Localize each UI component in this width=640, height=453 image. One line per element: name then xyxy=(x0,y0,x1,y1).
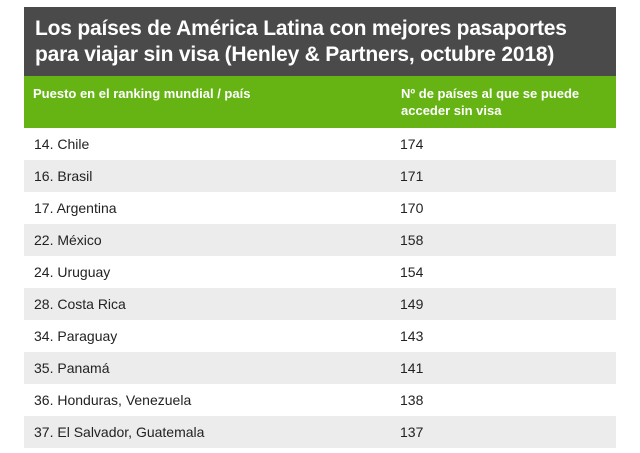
passport-ranking-table: Los países de América Latina con mejores… xyxy=(24,7,616,448)
row-value: 171 xyxy=(400,168,424,184)
header-ranking-country: Puesto en el ranking mundial / país xyxy=(33,86,251,101)
table-row: 24. Uruguay 154 xyxy=(24,256,616,288)
row-country: 35. Panamá xyxy=(34,360,110,376)
row-country: 24. Uruguay xyxy=(34,264,111,280)
row-value: 138 xyxy=(400,392,424,408)
table-row: 37. El Salvador, Guatemala 137 xyxy=(24,416,616,448)
table-row: 28. Costa Rica 149 xyxy=(24,288,616,320)
row-country: 16. Brasil xyxy=(34,168,93,184)
row-country: 17. Argentina xyxy=(34,200,117,216)
row-value: 137 xyxy=(400,424,424,440)
table-row: 22. México 158 xyxy=(24,224,616,256)
row-value: 141 xyxy=(400,360,424,376)
table-body: 14. Chile 174 16. Brasil 171 17. Argenti… xyxy=(24,128,616,448)
table-row: 35. Panamá 141 xyxy=(24,352,616,384)
row-country: 37. El Salvador, Guatemala xyxy=(34,424,205,440)
row-value: 143 xyxy=(400,328,424,344)
row-value: 149 xyxy=(400,296,424,312)
table-header: Puesto en el ranking mundial / país Nº d… xyxy=(24,76,616,128)
row-country: 28. Costa Rica xyxy=(34,296,126,312)
header-visa-free-count: Nº de países al que se puede acceder sin… xyxy=(401,86,580,118)
row-country: 34. Paraguay xyxy=(34,328,118,344)
row-value: 170 xyxy=(400,200,424,216)
table-title: Los países de América Latina con mejores… xyxy=(24,7,616,76)
row-value: 174 xyxy=(400,136,424,152)
table-title-line-2: para viajar sin visa (Henley & Partners,… xyxy=(35,43,555,66)
row-country: 22. México xyxy=(34,232,102,248)
table-row: 14. Chile 174 xyxy=(24,128,616,160)
table-row: 36. Honduras, Venezuela 138 xyxy=(24,384,616,416)
table-title-line-1: Los países de América Latina con mejores… xyxy=(35,17,567,40)
row-value: 154 xyxy=(400,264,424,280)
table-row: 17. Argentina 170 xyxy=(24,192,616,224)
table-row: 16. Brasil 171 xyxy=(24,160,616,192)
row-value: 158 xyxy=(400,232,424,248)
row-country: 14. Chile xyxy=(34,136,90,152)
row-country: 36. Honduras, Venezuela xyxy=(34,392,192,408)
table-row: 34. Paraguay 143 xyxy=(24,320,616,352)
